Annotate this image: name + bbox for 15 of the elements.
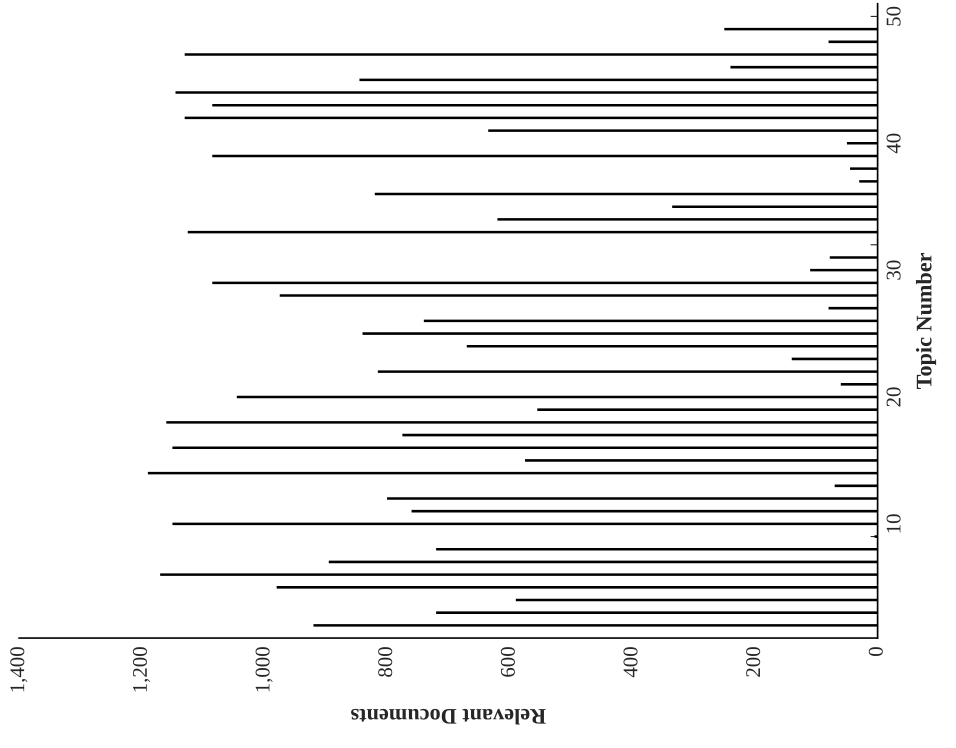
y-tick-label: 20 bbox=[886, 387, 901, 407]
x-tick-label: 0 bbox=[868, 647, 883, 656]
x-axis-title: Relevant Documents bbox=[351, 708, 546, 725]
y-tick-label: 10 bbox=[886, 514, 901, 532]
x-tick-label: 200 bbox=[746, 647, 760, 677]
y-tick-label: 30 bbox=[886, 260, 901, 280]
x-tick-label: 1,400 bbox=[10, 647, 28, 692]
y-axis-title: Topic Number bbox=[916, 252, 936, 389]
x-tick-label: 1,200 bbox=[132, 647, 150, 692]
y-tick-label: 40 bbox=[886, 134, 901, 154]
x-tick-label: 800 bbox=[378, 647, 392, 677]
x-tick-label: 400 bbox=[623, 647, 638, 678]
x-tick-label: 1,000 bbox=[256, 647, 273, 692]
x-tick-label: 600 bbox=[500, 647, 515, 677]
y-tick-label: 50 bbox=[886, 6, 901, 26]
